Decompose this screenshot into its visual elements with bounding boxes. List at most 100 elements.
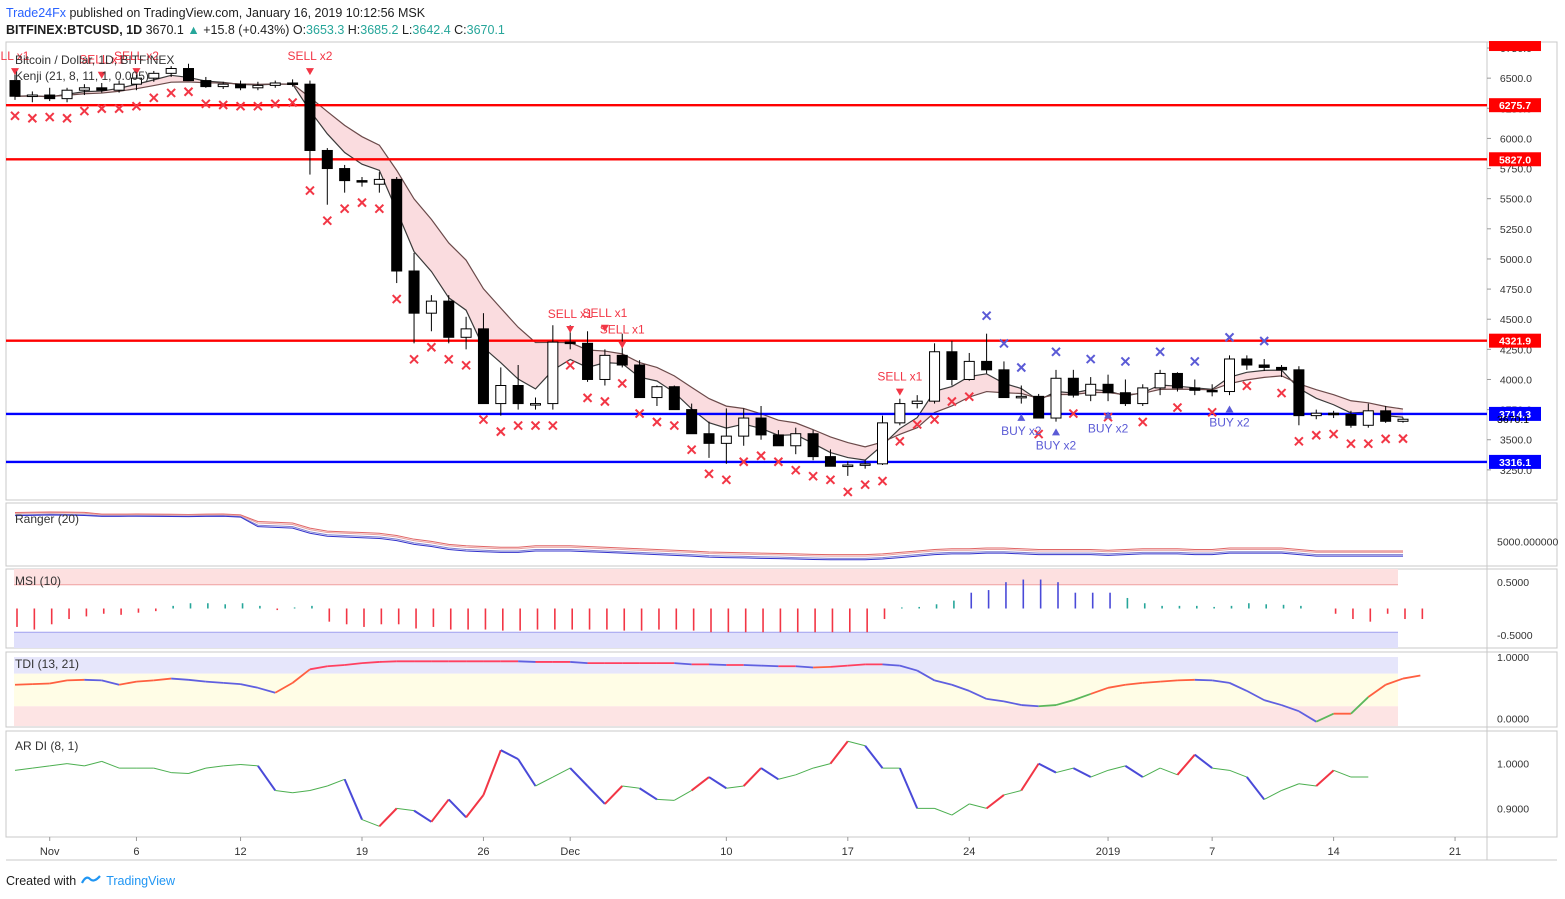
tdi-segment [1246,690,1265,701]
blue-x-marker [1155,347,1165,357]
sell-signal-label: SELL x2 [287,49,332,63]
red-x-marker [270,99,280,109]
sell-arrow-icon [97,71,106,79]
x-marker-stroke [1207,407,1217,418]
red-x-marker [10,111,20,121]
tradingview-brand[interactable]: TradingView [106,873,175,888]
y-tick-label: 6000.0 [1500,133,1532,145]
kenji-slow-line [14,81,1404,448]
candle-body [200,80,212,88]
x-tick-label: 24 [963,846,975,858]
sell-arrow-icon [618,341,627,349]
ardi-segment [985,794,1005,810]
ardi-segment [1159,767,1178,776]
candle-body [477,328,489,405]
sell-signal-label: SELL x2 [114,49,159,63]
x-marker-stroke [634,408,645,419]
tradingview-logo-icon [80,873,102,888]
sell-arrow-icon [11,68,19,76]
red-x-marker [843,487,853,497]
x-tick-label: 10 [720,846,732,858]
red-x-marker [496,426,506,437]
red-x-marker [253,101,263,111]
ardi-segment [812,763,831,769]
candle-body [1258,364,1270,368]
x-marker-stroke [1311,430,1321,440]
buy-arrow-icon [1052,428,1060,436]
ardi-segment [1194,753,1213,769]
candle-body [1015,395,1027,399]
tdi-segment [1194,678,1213,682]
y-tick-label: 4750.0 [1500,284,1532,296]
x-tick-label: 12 [234,846,246,858]
red-x-marker [1138,417,1148,427]
red-x-marker [947,396,957,407]
x-marker-stroke [1259,336,1269,346]
red-x-marker [929,414,940,425]
ardi-segment [361,819,380,827]
x-marker-stroke [305,185,315,196]
candle-body [651,386,663,399]
x-marker-stroke [947,396,957,407]
candle-body [859,463,871,466]
red-x-marker [235,101,246,111]
candle-body [894,403,906,424]
red-x-marker [721,475,732,485]
candle-body [373,178,385,185]
candle-body [1189,387,1201,391]
tdi-segment [257,686,276,694]
candle-body [963,360,975,380]
candle-body [1397,418,1409,422]
red-x-marker [79,106,90,116]
y-tick-label: 6500.0 [1500,73,1532,85]
tdi-segment [1073,693,1092,701]
ardi-segment [413,809,432,823]
x-marker-stroke [1016,362,1027,373]
x-marker-stroke [149,93,159,103]
ardi-segment [1229,769,1248,778]
candle-body [113,83,125,91]
red-x-marker [1033,429,1044,439]
x-marker-stroke [10,111,20,121]
ardi-segment [847,740,866,747]
red-x-marker [877,476,888,486]
red-x-marker [149,93,159,103]
red-x-marker [808,471,818,481]
tdi-segment [32,682,50,686]
tdi-segment [743,664,762,667]
low-label: L: [401,23,413,37]
red-x-marker [912,419,922,430]
kenji-indicator-label: Kenji (21, 8, 11, 1, 0.005) [15,69,149,83]
candle-body [738,417,750,437]
x-marker-stroke [62,113,72,123]
chart-header: Trade24Fx published on TradingView.com, … [6,4,1556,40]
x-marker-stroke [1120,356,1131,367]
tdi-segment [934,679,953,686]
candle-body [512,385,524,405]
tdi-segment [986,698,1005,703]
red-x-marker [339,203,350,214]
candle-body [1224,358,1235,393]
ardi-segment [101,760,120,769]
x-marker-stroke [600,396,610,407]
x-marker-stroke [912,419,922,430]
candle-body [911,400,923,405]
x-marker-stroke [79,106,90,116]
author-name[interactable]: Trade24Fx [6,6,66,20]
candle-body [668,386,680,411]
candle-body [252,84,264,89]
tdi-segment [968,690,987,700]
blue-x-marker [1051,347,1061,357]
tdi-segment [1125,681,1143,686]
x-marker-stroke [131,101,142,111]
candle-body [1328,412,1340,416]
ardi-segment [1246,776,1265,801]
symbol-label[interactable]: BITFINEX:BTCUSD, 1D [6,23,143,37]
ardi-segment [552,767,571,778]
x-marker-stroke [114,103,124,114]
main-pane-title: Bitcoin / Dollar, 1D, BITFINEX [15,53,174,67]
x-marker-stroke [530,420,541,431]
red-x-marker [582,393,593,403]
buy-signal-label: BUY x2 [1001,424,1042,438]
